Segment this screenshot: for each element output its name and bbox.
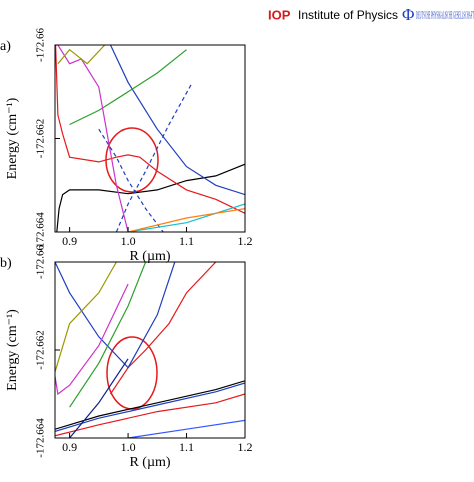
dpg-symbol: Φ: [402, 5, 414, 24]
plot-area: [55, 262, 245, 438]
curve: [55, 382, 245, 432]
x-tick-label: 1.0: [121, 440, 136, 454]
curve: [127, 208, 245, 232]
panel-label: b): [0, 256, 12, 271]
x-tick-label: 0.9: [62, 440, 77, 454]
iop-name: Institute of Physics: [298, 8, 398, 22]
x-tick-label: 1.1: [179, 234, 194, 248]
x-axis-label: R (µm): [129, 249, 170, 264]
iop-logo: IOP: [268, 7, 291, 22]
y-axis-label: Energy (cm⁻¹): [5, 97, 20, 179]
y-tick-label: -172.664: [35, 212, 47, 252]
curve: [69, 49, 187, 126]
y-tick-label: -172.664: [35, 418, 47, 458]
plot-frame: [54, 44, 246, 233]
x-tick-label: 0.9: [62, 234, 77, 248]
highlight-circle: [105, 127, 159, 193]
x-tick-label: 1.0: [121, 234, 136, 248]
curve: [110, 262, 217, 395]
panel-label: a): [0, 39, 11, 54]
curve: [128, 419, 245, 438]
curve: [55, 45, 245, 214]
curve: [109, 45, 245, 196]
y-tick-label: -172.66: [35, 245, 47, 279]
curve: [55, 262, 176, 369]
x-axis-label: R (µm): [129, 455, 170, 470]
y-tick-label: -172.66: [35, 28, 47, 62]
curve: [55, 283, 129, 396]
highlight-circle: [106, 336, 158, 410]
curve: [115, 82, 193, 232]
plot-area: [55, 45, 245, 232]
curve: [98, 128, 164, 232]
y-axis-label: Energy (cm⁻¹): [5, 309, 20, 391]
plot-frame: [54, 261, 246, 439]
curve: [69, 262, 147, 408]
y-tick-label: -172.662: [35, 330, 47, 369]
curve: [55, 262, 117, 373]
x-tick-label: 1.2: [238, 234, 253, 248]
curve: [57, 45, 129, 232]
curve: [57, 45, 106, 65]
x-tick-label: 1.2: [238, 440, 253, 454]
curve: [55, 393, 245, 437]
dpg-name: DEUTSCHE PHYSIKALISCHE GESELLSCHAFT: [416, 10, 474, 22]
curve: [128, 203, 245, 232]
curve: [56, 163, 245, 232]
x-tick-label: 1.1: [179, 440, 194, 454]
y-tick-label: -172.662: [35, 119, 47, 158]
curve: [69, 358, 129, 438]
